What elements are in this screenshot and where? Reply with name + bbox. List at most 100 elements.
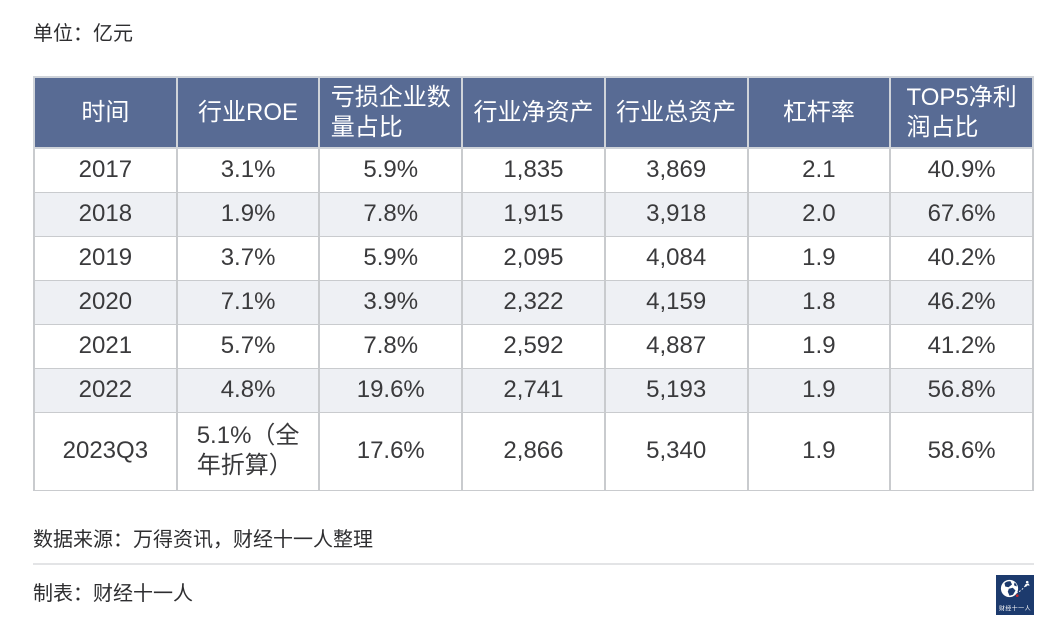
table-cell: 56.8%: [889, 367, 1034, 413]
table-cell: 17.6%: [318, 411, 464, 491]
table-cell-value: 4,084: [646, 244, 707, 271]
table-cell-value: 2018: [78, 200, 133, 227]
table-cell: 3.9%: [318, 279, 464, 325]
credit-row: 制表：财经十一人 财经十一人: [33, 574, 1034, 615]
table-cell-value: 2022: [78, 376, 133, 403]
logo-dash-trail: [1015, 583, 1027, 593]
table-cell: 2021: [33, 323, 178, 369]
table-cell-value: 2,592: [503, 332, 564, 359]
table-cell-value: 2,095: [503, 244, 564, 271]
table-cell-value: 40.9%: [927, 156, 996, 184]
table-cell: 1.9%: [175, 191, 321, 237]
table-cell-value: 5.1%（全 年折算）: [196, 422, 300, 479]
table-cell-value: 2,741: [503, 376, 564, 403]
table-cell: 1.8: [746, 279, 892, 325]
globe-icon: [1000, 579, 1019, 597]
table-cell: 5.7%: [175, 323, 321, 369]
table-cell: 5,193: [603, 367, 749, 413]
table-cell-value: 2,322: [503, 288, 564, 315]
table-cell-value: 1,835: [503, 156, 564, 184]
table-cell: 4,159: [603, 279, 749, 325]
table-cell: 2019: [33, 235, 178, 281]
table-cell-value: 19.6%: [356, 376, 425, 403]
table-cell-value: 2017: [78, 156, 133, 184]
table-cell-value: 3,869: [646, 156, 707, 184]
table-cell: 2,866: [461, 411, 606, 491]
table-row: 2021 5.7% 7.8% 2,592 4,887 1.9 41.2%: [33, 323, 1034, 369]
table-cell-value: 1.9%: [220, 200, 276, 227]
table-cell: 1,835: [461, 147, 606, 193]
table-cell-value: 5,340: [646, 437, 707, 464]
column-header-label: 行业总资产: [616, 98, 737, 126]
table-cell: 2,741: [461, 367, 606, 413]
table-row: 2023Q3 5.1%（全 年折算） 17.6% 2,866 5,340 1.9 58.6%: [33, 411, 1034, 491]
column-header: 行业ROE: [175, 76, 321, 149]
unit-label: 单位：亿元: [33, 23, 133, 45]
table-cell-value: 4,887: [646, 332, 707, 359]
table-cell: 1.9: [746, 411, 892, 491]
table-cell-value: 46.2%: [927, 288, 996, 315]
table-cell-value: 17.6%: [356, 437, 425, 464]
table-cell: 1.9: [746, 235, 892, 281]
table-cell-value: 2.0: [802, 200, 836, 227]
runner-icon: [1024, 580, 1030, 587]
column-header-label: 杠杆率: [782, 98, 855, 126]
table-cell: 3.1%: [175, 147, 321, 193]
table-cell-value: 1.9: [802, 332, 836, 359]
table-cell-value: 56.8%: [927, 376, 996, 403]
table-cell-value: 2020: [78, 288, 133, 315]
table-cell-value: 58.6%: [927, 437, 996, 464]
table-cell-value: 5.7%: [220, 332, 276, 359]
table-cell: 40.2%: [889, 235, 1034, 281]
logo-red-dot: [1015, 593, 1019, 597]
table-row: 2020 7.1% 3.9% 2,322 4,159 1.8 46.2%: [33, 279, 1034, 325]
divider: [33, 562, 1034, 565]
table-body: 2017 3.1% 5.9% 1,835 3,869 2.1 40.9% 2018 1.9% 7.…: [33, 147, 1034, 491]
table-head: 时间 行业ROE 亏损企业数 量占比 行业净资产 行业总资产 杠杆率 TOP5净利 润占比: [33, 76, 1034, 149]
table-cell: 7.8%: [318, 191, 464, 237]
table-cell-value: 40.2%: [927, 244, 996, 271]
column-header-label: 行业净资产: [473, 98, 594, 126]
table-cell: 58.6%: [889, 411, 1034, 491]
table-cell-value: 4,159: [646, 288, 707, 315]
source-note: 数据来源：万得资讯，财经十一人整理: [33, 528, 373, 551]
table-cell: 2,592: [461, 323, 606, 369]
column-header-label: TOP5净利 润占比: [906, 83, 1017, 141]
column-header: 杠杆率: [746, 76, 892, 149]
table-cell-value: 3.9%: [363, 288, 419, 315]
caijing-eleven-logo: 财经十一人: [996, 574, 1034, 615]
table-row: 2022 4.8% 19.6% 2,741 5,193 1.9 56.8%: [33, 367, 1034, 413]
table-cell: 2,095: [461, 235, 606, 281]
table-cell-value: 7.1%: [220, 288, 276, 315]
table-cell-value: 5,193: [646, 376, 707, 403]
table-cell: 41.2%: [889, 323, 1034, 369]
table-cell: 1.9: [746, 367, 892, 413]
table-cell-value: 41.2%: [927, 332, 996, 359]
table-cell: 19.6%: [318, 367, 464, 413]
table-cell-value: 2019: [78, 244, 133, 271]
table-cell-value: 1.9: [802, 376, 836, 403]
table-cell: 2023Q3: [33, 411, 178, 491]
column-header: 亏损企业数 量占比: [318, 76, 464, 149]
table-cell: 5,340: [603, 411, 749, 491]
table-cell-value: 2,866: [503, 437, 564, 464]
table-cell: 67.6%: [889, 191, 1034, 237]
table-cell-value: 1.8: [802, 288, 836, 315]
table-cell: 2018: [33, 191, 178, 237]
table-cell-value: 7.8%: [363, 332, 419, 359]
table-cell: 7.1%: [175, 279, 321, 325]
table-cell-value: 2.1: [802, 156, 836, 184]
table-row: 2017 3.1% 5.9% 1,835 3,869 2.1 40.9%: [33, 147, 1034, 193]
table-cell: 3,918: [603, 191, 749, 237]
table-cell: 2,322: [461, 279, 606, 325]
table-cell: 1,915: [461, 191, 606, 237]
table-cell-value: 7.8%: [363, 200, 419, 227]
table-cell: 1.9: [746, 323, 892, 369]
column-header-label: 行业ROE: [198, 98, 299, 126]
table-cell-value: 3,918: [646, 200, 707, 227]
credit-note: 制表：财经十一人: [33, 582, 193, 605]
table-cell-value: 1.9: [802, 437, 836, 464]
data-table: 时间 行业ROE 亏损企业数 量占比 行业净资产 行业总资产 杠杆率 TOP5净利 润占比 …: [33, 76, 1034, 491]
table-row: 2019 3.7% 5.9% 2,095 4,084 1.9 40.2%: [33, 235, 1034, 281]
table-cell: 2017: [33, 147, 178, 193]
